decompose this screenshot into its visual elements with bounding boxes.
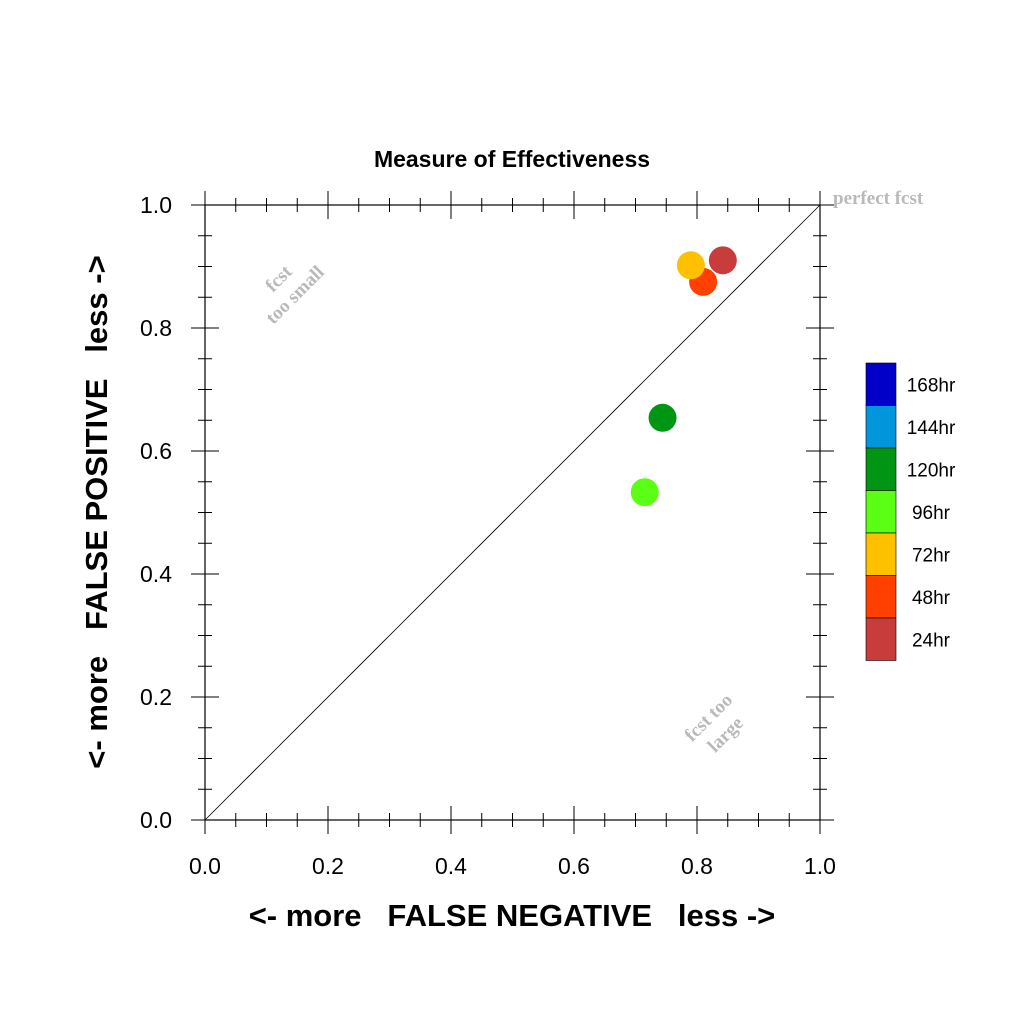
y-axis-title: <- more FALSE POSITIVE less -> — [79, 255, 114, 768]
y-tick-label: 0.0 — [140, 807, 172, 833]
chart-title: Measure of Effectiveness — [374, 146, 650, 172]
x-tick-label: 0.6 — [558, 853, 590, 879]
annotation-too-small: fcst too small — [262, 261, 329, 329]
x-axis-title: <- more FALSE NEGATIVE less -> — [249, 898, 776, 933]
legend-swatch-168hr — [865, 362, 897, 406]
axis-tick-labels: 0.0 0.2 0.4 0.6 0.8 1.0 0.0 0.2 0.4 0.6 0.8 1.0 — [140, 192, 836, 879]
legend-swatch-144hr — [865, 405, 897, 449]
point-72hr — [676, 251, 705, 280]
point-120hr — [648, 403, 677, 432]
axis-ticks — [191, 191, 834, 834]
legend-label-144hr: 144hr — [907, 418, 956, 439]
legend-label-96hr: 96hr — [912, 503, 951, 524]
legend: 168hr 144hr 120hr 96hr 72hr 48hr 24hr — [865, 362, 956, 661]
y-tick-label: 0.4 — [140, 561, 172, 587]
legend-swatch-48hr — [865, 575, 897, 619]
x-tick-label: 0.0 — [189, 853, 221, 879]
legend-swatch-24hr — [865, 617, 897, 661]
legend-label-72hr: 72hr — [912, 545, 951, 566]
y-tick-label: 0.6 — [140, 438, 172, 464]
point-24hr — [708, 246, 737, 275]
perfect-forecast-diagonal — [204, 204, 821, 821]
legend-label-24hr: 24hr — [912, 630, 951, 651]
x-tick-label: 0.4 — [435, 853, 467, 879]
point-96hr — [630, 478, 659, 507]
y-tick-label: 0.8 — [140, 315, 172, 341]
x-tick-label: 0.2 — [312, 853, 344, 879]
legend-label-48hr: 48hr — [912, 588, 951, 609]
x-tick-label: 0.8 — [681, 853, 713, 879]
y-tick-label: 1.0 — [140, 192, 172, 218]
legend-swatch-96hr — [865, 490, 897, 534]
x-tick-label: 1.0 — [804, 853, 836, 879]
data-points — [630, 246, 737, 507]
legend-label-168hr: 168hr — [907, 375, 956, 396]
legend-label-120hr: 120hr — [907, 460, 956, 481]
y-tick-label: 0.2 — [140, 684, 172, 710]
legend-swatch-72hr — [865, 532, 897, 576]
annotation-perfect-fcst: perfect fcst — [833, 188, 924, 209]
legend-swatch-120hr — [865, 447, 897, 491]
annotation-too-large: fcst too large — [681, 690, 748, 757]
